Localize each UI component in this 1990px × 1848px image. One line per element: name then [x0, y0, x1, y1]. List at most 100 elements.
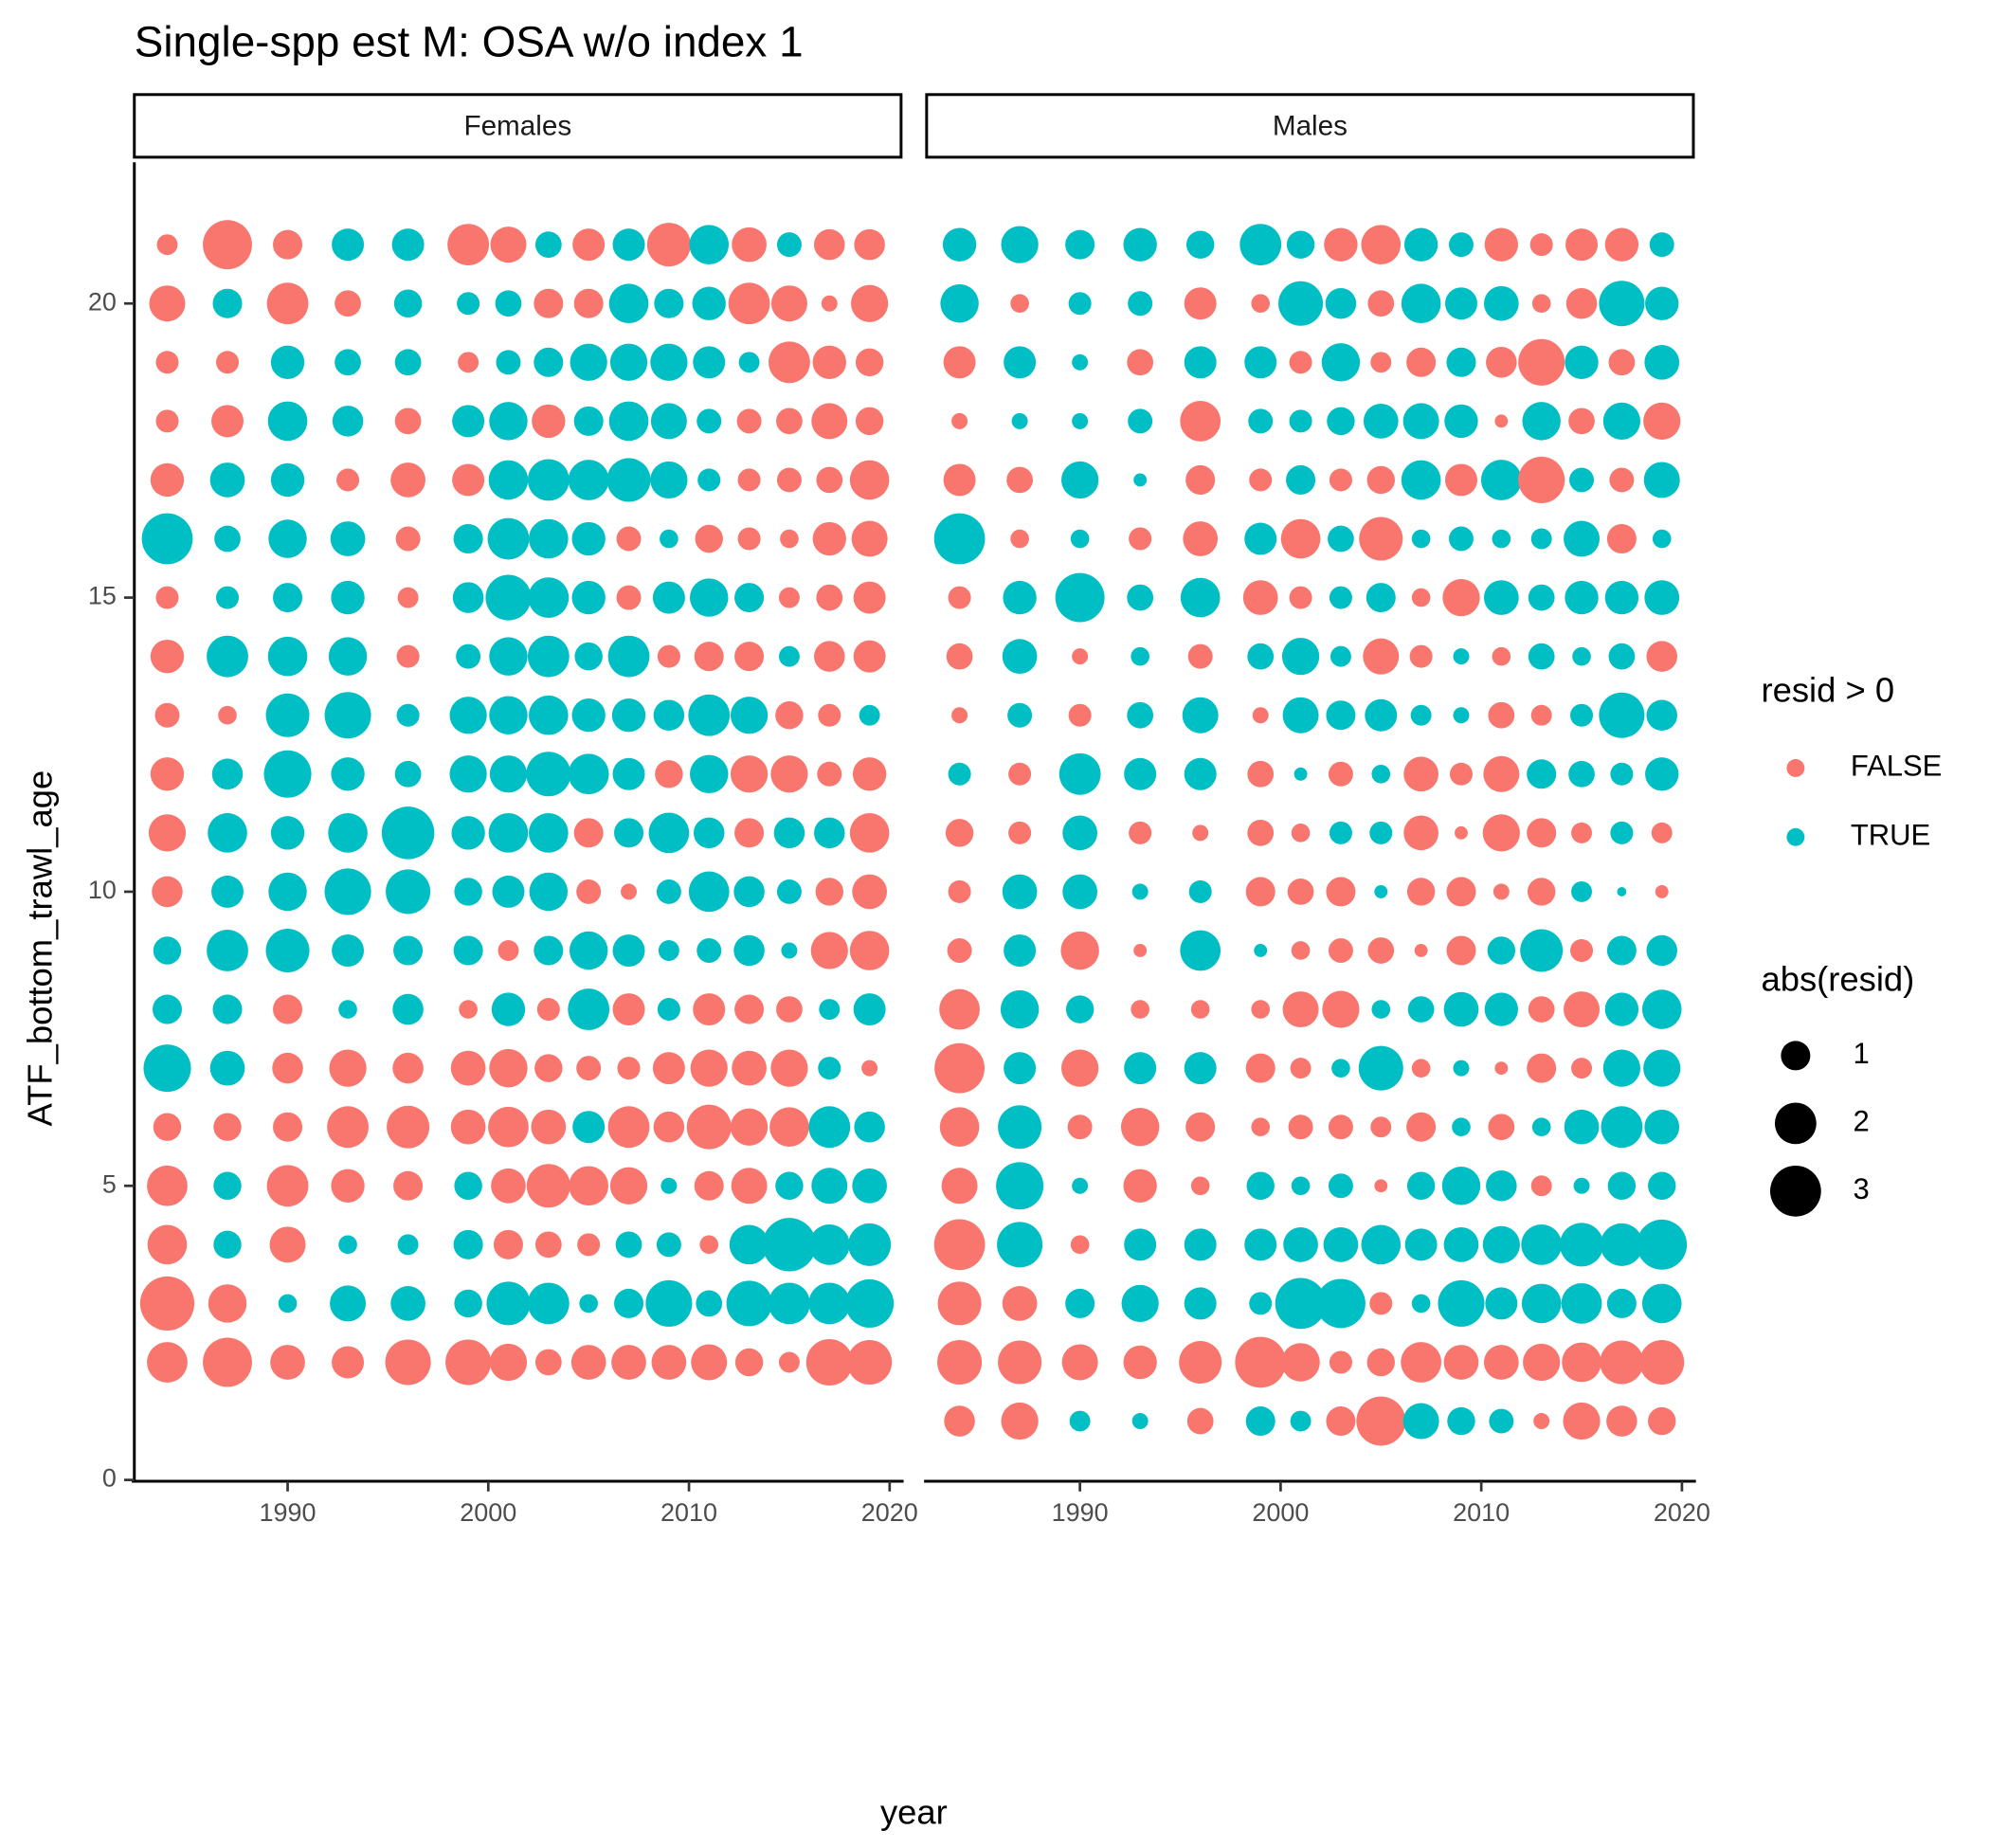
bubble: [1485, 1287, 1518, 1320]
bubble: [652, 581, 685, 614]
bubble: [445, 1339, 492, 1386]
bubble: [1291, 941, 1311, 960]
bubble: [1527, 1053, 1557, 1083]
size-legend-label: 1: [1854, 1037, 1870, 1070]
bubble: [208, 1284, 247, 1323]
bubble: [615, 1231, 642, 1259]
bubble: [1565, 345, 1599, 379]
bubble: [489, 696, 528, 734]
bubble: [1530, 704, 1552, 726]
bubble: [770, 1049, 808, 1087]
bubble: [1058, 752, 1101, 795]
bubble: [1644, 344, 1680, 380]
bubble: [852, 757, 887, 791]
bubble: [736, 408, 762, 434]
bubble: [1370, 352, 1392, 373]
bubble: [845, 1278, 895, 1328]
bubble: [1565, 287, 1598, 319]
bubble: [1617, 887, 1627, 897]
bubble: [1366, 465, 1395, 495]
bubble: [732, 226, 767, 263]
bubble: [534, 1349, 562, 1376]
bubble: [1242, 580, 1278, 615]
bubble: [695, 524, 723, 553]
bubble: [1406, 878, 1436, 906]
bubble: [397, 1234, 419, 1256]
bubble: [1184, 1287, 1217, 1320]
bubble: [1447, 1406, 1475, 1436]
bubble: [155, 409, 179, 433]
facet-label: Females: [463, 111, 571, 142]
bubble: [1330, 645, 1351, 667]
bubble: [534, 1231, 562, 1259]
bubble: [1282, 697, 1319, 734]
bubble: [1129, 527, 1152, 551]
bubble: [335, 290, 361, 317]
bubble: [692, 286, 726, 320]
bubble: [1185, 230, 1215, 259]
bubble: [808, 1282, 851, 1325]
bubble: [1643, 1049, 1681, 1087]
bubble: [1403, 756, 1438, 792]
legend-swatch: [1786, 827, 1805, 846]
bubble: [726, 1280, 772, 1327]
bubble: [1602, 402, 1641, 440]
bubble: [1124, 1052, 1157, 1085]
bubble: [527, 1282, 570, 1325]
bubble: [939, 988, 980, 1030]
bubble: [1442, 578, 1480, 617]
bubble: [1123, 227, 1157, 262]
bubble: [849, 931, 890, 970]
bubble: [1289, 409, 1312, 433]
bubble: [1182, 697, 1219, 734]
bubble: [534, 288, 564, 318]
bubble: [1184, 1052, 1217, 1085]
bubble: [998, 1105, 1042, 1150]
facet-label: Males: [1273, 111, 1348, 142]
x-tick-label: 2010: [660, 1498, 717, 1527]
bubble: [606, 458, 651, 502]
bubble: [1528, 643, 1555, 670]
bubble: [1190, 1000, 1210, 1019]
bubble: [1251, 1117, 1271, 1137]
bubble: [948, 586, 971, 609]
bubble: [449, 755, 487, 793]
bubble: [527, 459, 570, 501]
bubble: [393, 1170, 424, 1201]
facet-strip: [925, 93, 1695, 159]
bubble: [529, 518, 569, 559]
bubble: [1374, 1179, 1388, 1193]
bubble: [1244, 522, 1277, 555]
bubble: [1328, 761, 1353, 787]
bubble: [392, 993, 424, 1025]
bubble: [686, 1104, 732, 1150]
bubble: [1374, 884, 1388, 898]
bubble: [1521, 1223, 1563, 1265]
bubble: [819, 999, 841, 1021]
bubble: [1568, 408, 1595, 435]
bubble: [1001, 1402, 1039, 1440]
bubble: [1326, 700, 1356, 731]
bubble: [653, 699, 685, 731]
bubble: [1286, 464, 1316, 495]
bubble: [854, 1111, 885, 1143]
bubble: [737, 468, 761, 492]
bubble: [1411, 529, 1431, 549]
bubble: [155, 586, 179, 609]
bubble: [660, 529, 678, 549]
x-tick-label: 2000: [460, 1498, 516, 1527]
bubble: [1606, 524, 1637, 554]
bubble: [327, 1106, 369, 1149]
bubble: [1604, 227, 1639, 262]
bubble: [1326, 877, 1356, 907]
bubble: [488, 460, 529, 500]
bubble: [1522, 402, 1561, 441]
bubble: [734, 818, 765, 848]
bubble: [1403, 815, 1438, 851]
bubble: [272, 1052, 303, 1084]
bubble: [854, 228, 885, 261]
bubble: [689, 225, 730, 264]
bubble: [1061, 461, 1099, 499]
bubble: [688, 694, 731, 736]
bubble: [270, 1345, 305, 1380]
